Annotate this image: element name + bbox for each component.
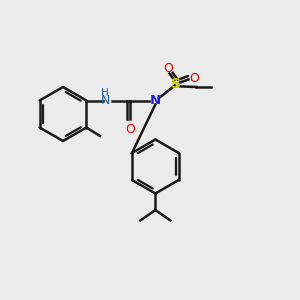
Text: O: O — [163, 62, 173, 75]
Text: N: N — [150, 94, 161, 107]
Text: N: N — [100, 94, 110, 107]
Text: H: H — [101, 88, 109, 98]
Text: O: O — [125, 123, 135, 136]
Text: O: O — [189, 72, 199, 85]
Text: S: S — [171, 77, 182, 91]
